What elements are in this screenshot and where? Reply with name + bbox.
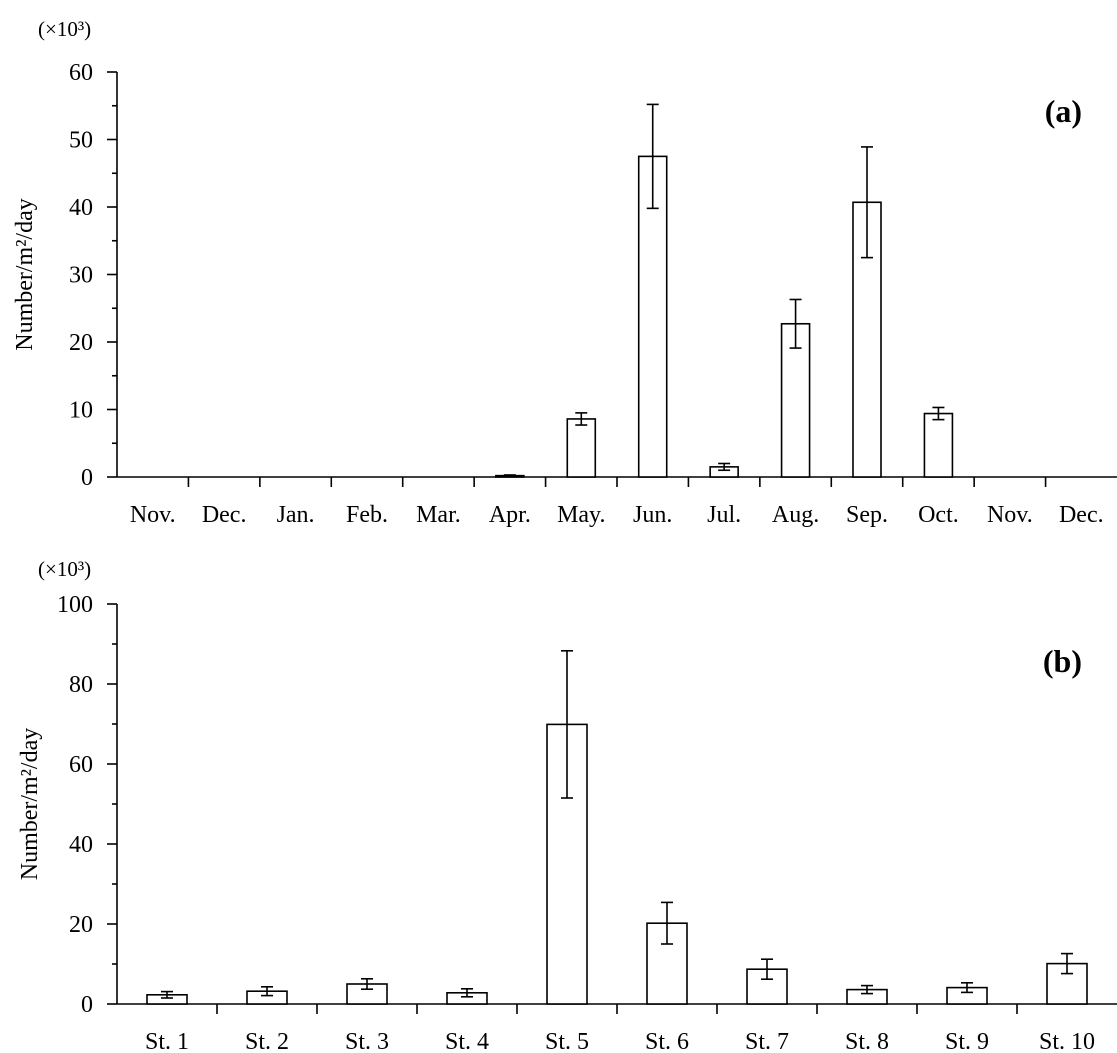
y-tick-label: 0: [81, 992, 93, 1018]
y-tick-label: 50: [69, 128, 93, 154]
y-tick-label: 60: [69, 60, 93, 86]
x-tick-label: St. 8: [845, 1029, 889, 1053]
x-tick-label: May.: [557, 502, 605, 528]
y-axis-label: Number/m²/day: [12, 198, 38, 351]
bar: [566, 418, 597, 478]
y-tick-label: 100: [57, 592, 93, 618]
bar: [780, 322, 811, 478]
x-tick-label: Jan.: [277, 502, 315, 528]
x-tick-label: Dec.: [1059, 502, 1104, 528]
x-tick-label: Sep.: [846, 502, 888, 528]
x-tick-label: St. 6: [645, 1029, 689, 1053]
y-tick-label: 20: [69, 912, 93, 938]
x-tick-label: St. 9: [945, 1029, 989, 1053]
x-tick-label: St. 10: [1039, 1029, 1095, 1053]
x-tick-label: St. 5: [545, 1029, 589, 1053]
x-tick-label: St. 7: [745, 1029, 789, 1053]
x-tick-label: St. 2: [245, 1029, 289, 1053]
x-tick-label: Feb.: [346, 502, 388, 528]
y-tick-label: 30: [69, 263, 93, 289]
x-tick-label: Nov.: [987, 502, 1033, 528]
x-tick-label: Jul.: [707, 502, 741, 528]
unit-multiplier-label: (×10³): [38, 17, 91, 41]
x-tick-label: Aug.: [772, 502, 819, 528]
x-tick-label: Mar.: [416, 502, 461, 528]
unit-multiplier-label: (×10³): [38, 557, 91, 581]
x-tick-label: Apr.: [489, 502, 531, 528]
panel-label: (b): [1043, 643, 1082, 679]
y-tick-label: 20: [69, 330, 93, 356]
y-tick-label: 40: [69, 195, 93, 221]
bar: [923, 412, 954, 478]
bar: [637, 155, 668, 478]
y-axis-label: Number/m²/day: [17, 728, 43, 881]
y-tick-label: 60: [69, 752, 93, 778]
y-tick-label: 10: [69, 398, 93, 424]
y-tick-label: 40: [69, 832, 93, 858]
panel-label: (a): [1045, 93, 1082, 129]
y-tick-label: 0: [81, 465, 93, 491]
x-tick-label: St. 3: [345, 1029, 389, 1053]
x-tick-label: St. 4: [445, 1029, 489, 1053]
x-tick-label: Jun.: [633, 502, 672, 528]
x-tick-label: Nov.: [130, 502, 176, 528]
y-tick-label: 80: [69, 672, 93, 698]
x-tick-label: Dec.: [202, 502, 247, 528]
x-tick-label: St. 1: [145, 1029, 189, 1053]
x-tick-label: Oct.: [918, 502, 959, 528]
panel-b-chart: 0 20 40 60 80 100 St. 1 St. 2 St. 3 St. 4 St. 5 St.…: [17, 557, 1117, 1053]
panel-a-chart: 0 10 20 30 40 50 60 Nov. Dec. Jan. Feb. Mar. Apr. May…: [12, 17, 1117, 528]
